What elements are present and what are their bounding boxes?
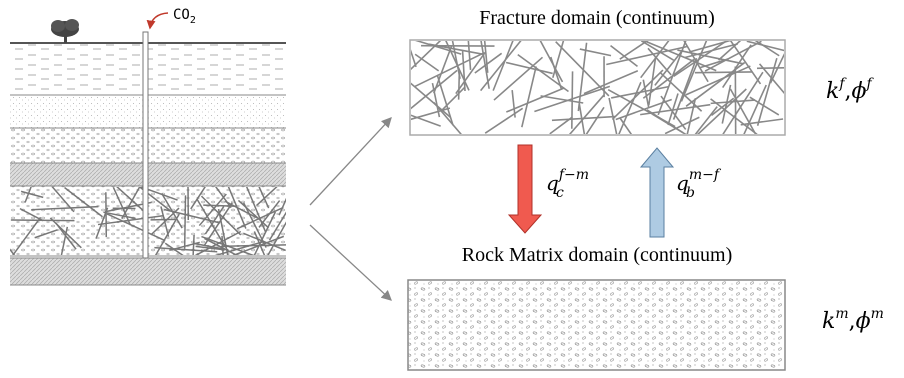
arrow (310, 118, 391, 205)
property-label: kf,ϕf (826, 76, 875, 104)
diagram: CO2 Fracture domain (continuum) Rock Mat… (0, 0, 904, 378)
geologic-column: CO2 (0, 7, 299, 285)
fracture-line (695, 72, 752, 73)
fracture-line (572, 71, 573, 128)
up-arrow (641, 148, 673, 237)
page: CO2 Fracture domain (continuum) Rock Mat… (0, 0, 904, 378)
property-label: km,ϕm (822, 306, 884, 334)
arrow (310, 225, 391, 300)
well-label: CO2 (173, 7, 196, 26)
matrix-box (408, 280, 785, 370)
fracture-line (185, 195, 186, 248)
fracture-line (11, 220, 75, 221)
fracture-line (151, 219, 177, 220)
matrix-title: Rock Matrix domain (continuum) (462, 244, 733, 266)
tree-icon (51, 19, 79, 43)
fracture-line (459, 71, 460, 99)
fracture-title: Fracture domain (continuum) (479, 7, 715, 29)
down-arrow (509, 145, 541, 233)
